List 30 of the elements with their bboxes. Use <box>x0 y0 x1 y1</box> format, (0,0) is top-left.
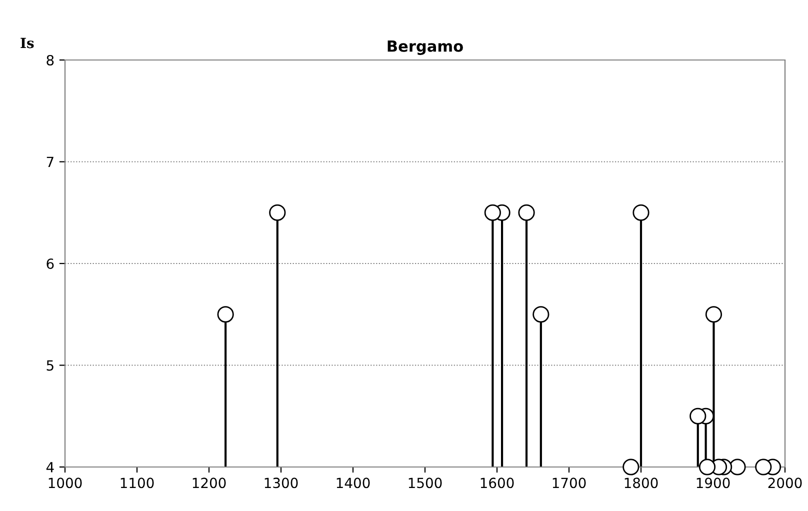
y-tick-label: 7 <box>46 156 54 168</box>
x-tick-label: 1100 <box>120 478 154 488</box>
x-tick-label: 1500 <box>408 478 442 488</box>
point <box>484 204 501 221</box>
point <box>269 204 286 221</box>
y-axis-title: Is <box>20 38 34 48</box>
x-tick-label: 1300 <box>264 478 298 488</box>
point <box>729 458 746 476</box>
x-tick-label: 1400 <box>336 478 370 488</box>
point <box>532 306 550 323</box>
point <box>518 204 535 221</box>
y-tick-label: 8 <box>46 54 54 66</box>
point <box>622 458 640 476</box>
x-tick-label: 1900 <box>696 478 730 488</box>
x-tick-label: 1800 <box>624 478 658 488</box>
chart-title: Bergamo <box>388 40 463 55</box>
point <box>705 306 722 323</box>
y-tick-label: 4 <box>46 462 54 472</box>
point <box>690 408 706 424</box>
point <box>217 306 234 323</box>
x-tick-label: 1000 <box>48 478 82 488</box>
x-tick-label: 1700 <box>552 478 586 488</box>
point <box>755 458 772 476</box>
y-tick-label: 6 <box>46 258 54 269</box>
point <box>632 204 650 221</box>
x-tick-label: 2000 <box>768 478 802 488</box>
x-tick-label: 1200 <box>192 478 226 488</box>
y-tick-label: 5 <box>46 360 54 371</box>
x-tick-label: 1600 <box>480 478 514 488</box>
point <box>698 458 716 476</box>
